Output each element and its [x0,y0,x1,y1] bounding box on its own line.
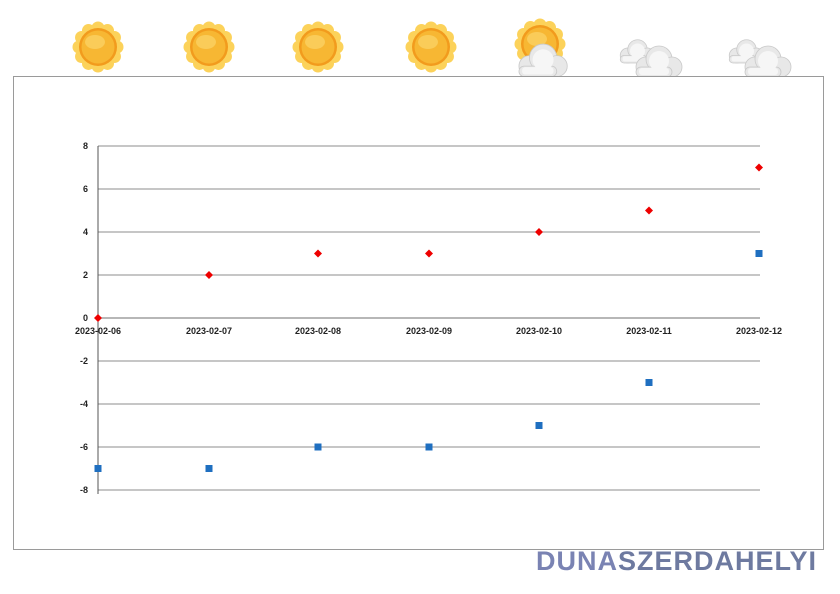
data-point-square [755,250,763,257]
data-point-diamond [314,249,322,258]
x-tick-label: 2023-02-09 [406,326,452,336]
data-point-square [535,422,543,429]
x-tick-label: 2023-02-07 [186,326,232,336]
sun-behind-cloud-icon [514,18,568,77]
logo-text-duna: DUNA [536,546,618,576]
y-tick-label: -8 [80,485,88,495]
series-diamond [94,163,763,322]
sun-icon [183,21,235,73]
series-square [94,250,763,472]
data-point-diamond [94,314,102,322]
x-tick-label: 2023-02-10 [516,326,562,336]
y-tick-label: 2 [83,270,88,280]
y-tick-label: -4 [80,399,88,409]
temperature-chart: 8 6 4 2 0 -2 -4 -6 -8 2023-02-06 2023-02-07 2023-02… [75,141,782,495]
site-logo[interactable]: DUNASZERDAHELYI [536,546,817,576]
sun-icon [292,21,344,73]
data-point-diamond [425,249,433,258]
cloud-icon [728,39,792,78]
x-tick-label: 2023-02-08 [295,326,341,336]
y-tick-label: -2 [80,356,88,366]
data-point-square [205,465,213,472]
x-tick-label: 2023-02-11 [626,326,672,336]
data-point-square [94,465,102,472]
data-point-square [314,443,322,451]
data-point-diamond [645,206,653,215]
y-tick-label: 8 [83,141,88,151]
y-tick-label: 0 [83,313,88,323]
y-tick-label: -6 [80,442,88,452]
data-point-diamond [205,271,213,279]
x-tick-label: 2023-02-06 [75,326,121,336]
y-tick-label: 4 [83,227,88,237]
sun-icon [72,21,124,73]
y-tick-label: 6 [83,184,88,194]
data-point-square [425,443,433,451]
sun-icon [405,21,457,73]
chart-frame: 8 6 4 2 0 -2 -4 -6 -8 2023-02-06 2023-02-07 2023-02… [13,76,824,550]
data-point-diamond [755,163,763,172]
cloud-icon [619,39,683,78]
data-point-diamond [535,228,543,236]
logo-text-szerdahelyi: SZERDAHELYI [618,546,818,576]
data-point-square [645,379,653,386]
x-tick-label: 2023-02-12 [736,326,782,336]
